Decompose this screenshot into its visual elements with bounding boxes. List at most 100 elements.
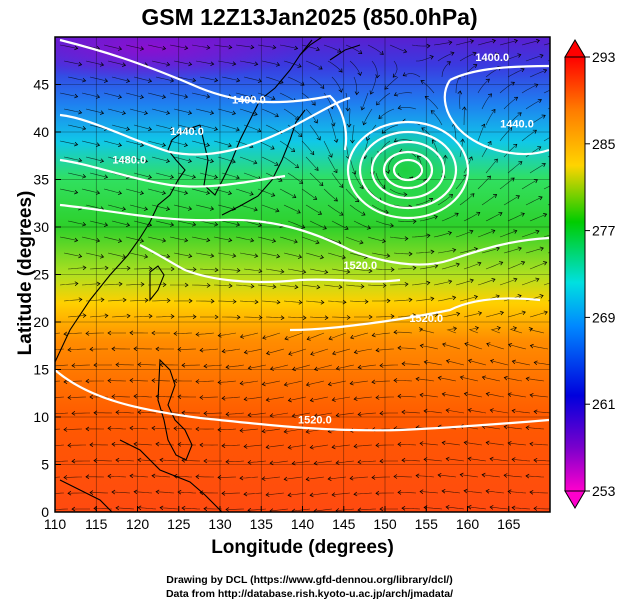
streamline <box>525 99 542 110</box>
streamline <box>468 360 487 366</box>
streamline <box>200 348 219 351</box>
streamline-arrow <box>82 313 87 318</box>
streamline-arrow <box>46 396 49 400</box>
streamline-arrow <box>452 248 457 253</box>
streamline-arrow <box>78 253 83 259</box>
streamline <box>384 76 399 90</box>
streamline <box>287 220 305 228</box>
streamline <box>67 444 86 446</box>
cold-pool <box>55 37 300 82</box>
streamline-arrow <box>513 229 518 234</box>
streamline-arrow <box>454 212 459 217</box>
streamline <box>481 194 497 206</box>
streamline <box>225 508 245 510</box>
streamline-arrow <box>393 92 399 97</box>
streamline-arrow <box>71 458 76 464</box>
streamline-arrow <box>139 142 145 148</box>
streamline <box>288 492 307 496</box>
streamline <box>63 156 82 162</box>
streamline <box>398 492 417 494</box>
streamline <box>345 284 364 287</box>
streamline-arrow <box>253 160 258 165</box>
streamline-arrow <box>487 140 492 146</box>
streamline-arrow <box>270 145 275 150</box>
streamline-arrow <box>147 222 153 227</box>
streamline <box>332 444 351 448</box>
streamline <box>107 108 126 114</box>
streamline-arrow <box>188 61 193 67</box>
streamline <box>309 76 325 89</box>
streamline <box>314 412 333 417</box>
streamline <box>393 476 413 478</box>
streamline-arrow <box>192 267 197 272</box>
streamline <box>63 476 82 478</box>
streamline <box>477 230 495 238</box>
streamline <box>468 409 487 414</box>
streamline <box>350 332 369 339</box>
streamline <box>358 364 377 368</box>
streamline <box>270 460 289 464</box>
streamline <box>248 412 267 416</box>
streamline-arrow <box>489 408 494 413</box>
streamline <box>336 460 355 464</box>
colorbar-label: 269 <box>592 309 616 325</box>
streamline-arrow <box>159 457 164 463</box>
streamline-arrow <box>485 391 490 397</box>
streamline-arrow <box>129 378 134 383</box>
streamline <box>441 263 460 270</box>
streamline <box>226 364 245 368</box>
streamline-arrow <box>476 211 481 216</box>
streamline-arrow <box>511 457 516 462</box>
streamline <box>63 108 82 114</box>
streamline-arrow <box>235 127 240 132</box>
coastline <box>329 44 361 61</box>
streamline-arrow <box>447 231 452 236</box>
streamline <box>481 141 492 158</box>
streamline-arrow <box>402 72 407 77</box>
streamline-arrow <box>121 158 127 164</box>
streamline <box>345 92 348 111</box>
streamline <box>477 124 485 142</box>
streamline <box>191 188 210 194</box>
streamline-arrow <box>225 411 230 417</box>
streamline-arrow <box>558 230 562 234</box>
streamline-arrow <box>67 490 72 496</box>
streamline <box>261 60 280 66</box>
streamline-arrow <box>445 456 450 462</box>
streamline-arrow <box>166 253 171 259</box>
streamline <box>125 44 144 50</box>
streamline <box>477 278 496 286</box>
streamline-arrow <box>162 282 167 287</box>
streamline <box>305 156 319 171</box>
contour-label: 1520.0 <box>343 260 377 272</box>
streamline-arrow <box>429 198 434 202</box>
streamline-arrow <box>393 474 398 479</box>
streamline <box>55 380 61 382</box>
streamline <box>397 267 416 270</box>
streamline-arrow <box>261 476 266 481</box>
streamline-arrow <box>302 269 307 275</box>
streamline <box>430 110 443 126</box>
streamline-arrow <box>165 206 171 211</box>
streamline <box>217 108 236 114</box>
streamline <box>416 56 434 62</box>
streamline-arrow <box>82 221 87 227</box>
x-axis-ticks: 110 115 120 125 130 135 140 145 150 155 160 165 <box>44 506 521 532</box>
streamline-arrow <box>450 51 455 56</box>
streamline-arrow <box>366 225 371 230</box>
streamline <box>85 108 104 114</box>
streamline <box>446 458 465 462</box>
streamline-arrow <box>535 38 541 44</box>
streamline <box>155 76 174 82</box>
streamline <box>261 156 279 166</box>
streamline-arrow <box>537 98 542 103</box>
streamline-arrow <box>419 441 424 446</box>
streamline-arrow <box>365 136 371 142</box>
streamline <box>301 44 320 51</box>
streamline-arrow <box>117 190 123 196</box>
streamline <box>468 327 479 334</box>
streamline <box>314 460 333 464</box>
y-axis-ticks: 0 5 10 15 20 25 30 35 40 45 <box>33 77 61 520</box>
streamline <box>261 300 280 303</box>
streamline <box>485 261 503 270</box>
